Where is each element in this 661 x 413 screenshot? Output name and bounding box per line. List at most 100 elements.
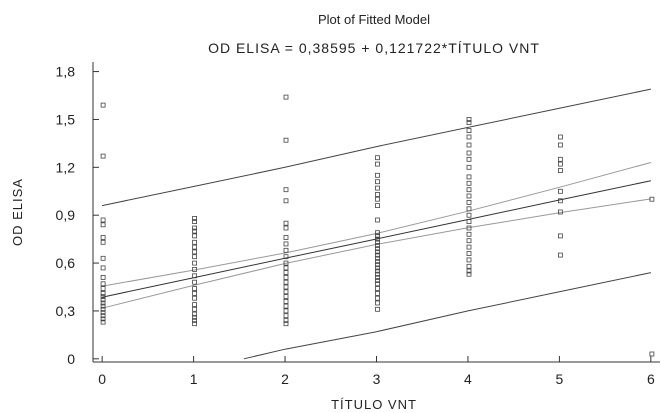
data-point xyxy=(192,279,198,285)
x-tick-label: 1 xyxy=(190,371,198,387)
data-point xyxy=(558,198,563,204)
data-point xyxy=(192,239,198,245)
data-point xyxy=(466,117,472,122)
data-point xyxy=(192,244,198,250)
data-point xyxy=(375,252,380,258)
x-tick-label: 6 xyxy=(647,371,655,387)
data-point xyxy=(192,302,198,308)
data-point xyxy=(283,94,289,100)
y-tick-label: 1,8 xyxy=(56,64,76,80)
data-point xyxy=(375,179,380,185)
data-point xyxy=(558,142,563,148)
data-point xyxy=(558,168,563,173)
data-point xyxy=(192,314,198,320)
data-point xyxy=(100,235,106,240)
x-axis-label: TÍTULO VNT xyxy=(331,397,417,412)
data-point xyxy=(283,284,289,290)
prediction-lower-line xyxy=(243,272,652,360)
data-point xyxy=(283,318,289,323)
data-point xyxy=(192,233,198,239)
data-point xyxy=(100,281,106,287)
data-point xyxy=(558,188,563,194)
data-point xyxy=(100,300,106,306)
data-point xyxy=(283,313,289,319)
data-point xyxy=(375,265,380,271)
x-tick-label: 0 xyxy=(98,371,106,387)
y-tick-label: 0,9 xyxy=(56,207,76,223)
data-point xyxy=(649,196,655,202)
data-point xyxy=(466,251,472,256)
data-point xyxy=(466,219,472,225)
data-point xyxy=(283,308,289,314)
data-point xyxy=(375,295,380,301)
data-point xyxy=(192,266,198,272)
data-point xyxy=(375,185,380,191)
data-point xyxy=(283,321,289,327)
data-point xyxy=(283,137,289,143)
chart-subtitle: OD ELISA = 0,38595 + 0,121722*TÍTULO VNT xyxy=(208,40,540,56)
data-point xyxy=(192,290,198,296)
data-point xyxy=(192,228,198,234)
data-point xyxy=(466,212,472,218)
data-point xyxy=(375,239,380,245)
data-point xyxy=(100,306,106,312)
data-point xyxy=(283,294,289,300)
data-point xyxy=(375,300,380,306)
data-point xyxy=(375,268,380,274)
data-point xyxy=(466,263,472,269)
data-point xyxy=(375,233,380,239)
data-point xyxy=(100,303,106,309)
data-point xyxy=(192,306,198,312)
data-point xyxy=(466,231,472,237)
data-point xyxy=(283,303,289,309)
data-point xyxy=(100,290,106,296)
data-point xyxy=(192,219,198,225)
data-point xyxy=(283,187,289,193)
y-tick-label: 0,6 xyxy=(56,255,76,271)
data-point xyxy=(375,161,380,167)
data-point xyxy=(100,286,106,292)
data-point xyxy=(466,268,472,274)
data-point xyxy=(466,199,472,205)
x-tick-label: 2 xyxy=(281,371,289,387)
y-tick-label: 0,3 xyxy=(56,303,76,319)
data-point xyxy=(100,255,106,261)
data-point xyxy=(375,196,380,202)
data-point xyxy=(283,254,289,260)
data-point xyxy=(466,244,472,250)
data-point xyxy=(375,246,380,252)
chart-title: Plot of Fitted Model xyxy=(318,12,430,27)
data-point xyxy=(100,217,106,223)
data-point xyxy=(375,203,380,209)
data-point xyxy=(375,306,380,312)
data-point xyxy=(283,235,289,240)
plot-area: 0 1 2 3 4 5 6 0 0,3 0,6 0,9 1,2 1,5 1,8 xyxy=(56,62,660,387)
data-point xyxy=(375,191,380,197)
y-tick-label: 1,5 xyxy=(56,111,76,127)
data-point xyxy=(466,134,472,140)
data-point xyxy=(283,289,289,295)
data-point xyxy=(192,249,198,255)
x-tick-label: 5 xyxy=(556,371,564,387)
data-point xyxy=(558,209,563,215)
data-point xyxy=(466,257,472,263)
data-point xyxy=(466,128,472,134)
data-point xyxy=(466,120,472,125)
prediction-upper-line xyxy=(101,88,652,207)
data-point xyxy=(375,262,380,268)
x-tick-label: 4 xyxy=(464,371,472,387)
data-point xyxy=(466,150,472,156)
data-point xyxy=(375,255,380,261)
data-point xyxy=(192,260,198,266)
data-point xyxy=(100,310,106,315)
data-point xyxy=(283,247,289,253)
data-point xyxy=(466,156,472,162)
data-point xyxy=(375,290,380,296)
x-tick-label: 3 xyxy=(373,371,381,387)
data-point xyxy=(192,225,198,231)
data-point xyxy=(558,252,563,258)
data-point xyxy=(558,134,563,140)
data-point xyxy=(100,153,106,159)
data-point xyxy=(375,230,380,236)
